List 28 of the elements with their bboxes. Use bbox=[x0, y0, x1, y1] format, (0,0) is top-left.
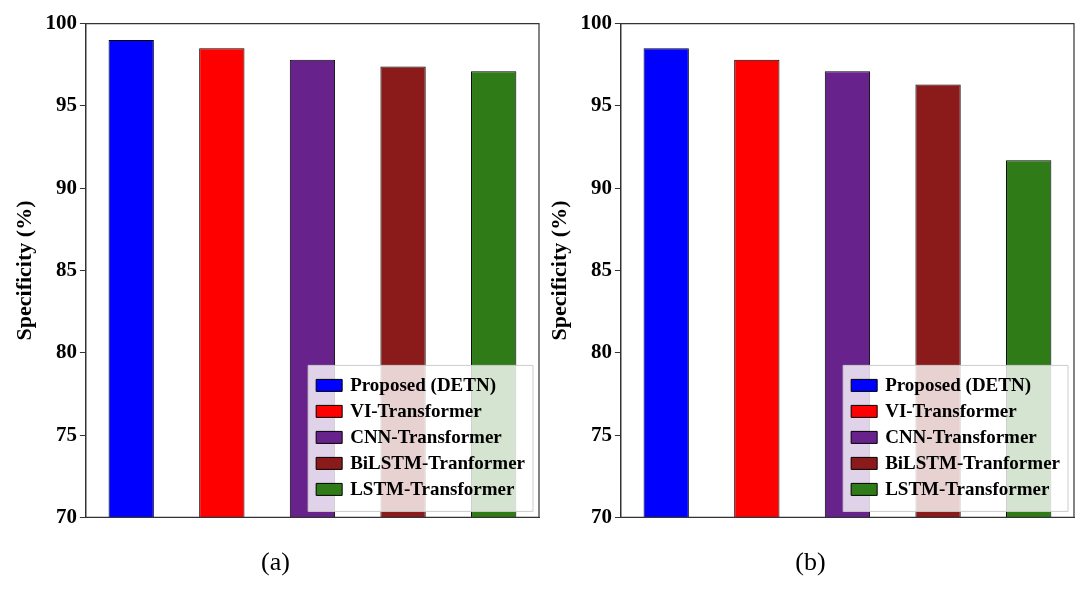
legend-label: CNN-Transformer bbox=[885, 426, 1038, 448]
y-axis-title: Specificity (%) bbox=[10, 200, 36, 341]
legend-label: VI-Transformer bbox=[885, 400, 1018, 422]
y-tick-label: 90 bbox=[590, 174, 612, 199]
y-tick-label: 95 bbox=[55, 92, 77, 117]
legend-label: CNN-Transformer bbox=[350, 426, 503, 448]
y-tick-label: 90 bbox=[55, 174, 77, 199]
legend-label: BiLSTM-Tranformer bbox=[350, 452, 526, 474]
text: (b) bbox=[794, 547, 827, 577]
legend-label: BiLSTM-Tranformer bbox=[885, 452, 1061, 474]
legend-label: LSTM-Transformer bbox=[350, 478, 516, 500]
y-tick-label: 80 bbox=[590, 339, 612, 364]
y-tick-label: 80 bbox=[55, 339, 77, 364]
legend-label: Proposed (DETN) bbox=[885, 374, 1032, 397]
y-tick-label: 85 bbox=[590, 256, 612, 281]
legend-label: LSTM-Transformer bbox=[885, 478, 1051, 500]
y-tick-label: 70 bbox=[590, 503, 612, 528]
y-tick-label: 100 bbox=[45, 10, 77, 35]
legend-label: VI-Transformer bbox=[350, 400, 483, 422]
text: (a) bbox=[260, 547, 291, 577]
y-tick-label: 75 bbox=[55, 421, 77, 446]
legend-label: Proposed (DETN) bbox=[350, 374, 497, 397]
y-tick-label: 70 bbox=[55, 503, 77, 528]
y-tick-label: 75 bbox=[590, 421, 612, 446]
y-axis-title: Specificity (%) bbox=[545, 200, 571, 341]
y-tick-label: 85 bbox=[55, 256, 77, 281]
y-tick-label: 100 bbox=[580, 10, 612, 35]
y-tick-label: 95 bbox=[590, 92, 612, 117]
